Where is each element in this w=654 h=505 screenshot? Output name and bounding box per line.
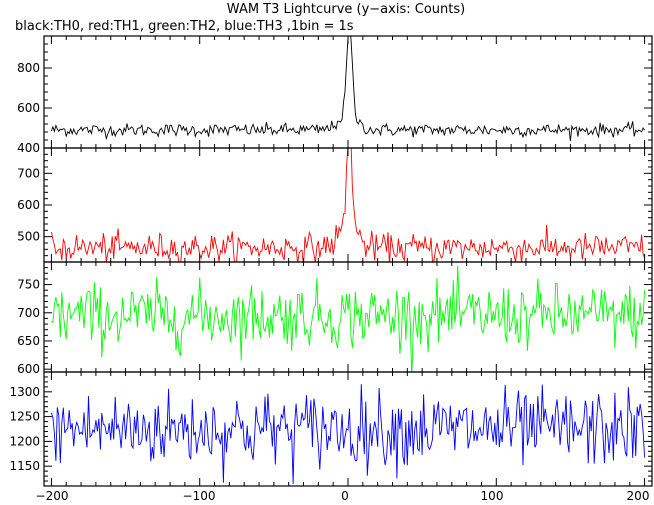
panel-th0: 400 600 800 bbox=[17, 35, 653, 155]
panels: 400 600 800 500 600 700 600 650 700 750 1150 1200 12… bbox=[9, 35, 653, 487]
chart-subtitle: black:TH0, red:TH1, green:TH2, blue:TH3 … bbox=[15, 19, 354, 34]
panel-frame bbox=[43, 147, 653, 263]
y-tick-label: 1300 bbox=[9, 385, 40, 399]
y-tick-label: 1150 bbox=[9, 459, 40, 473]
y-tick-label: 600 bbox=[17, 101, 40, 115]
y-tick-label: 700 bbox=[17, 166, 40, 180]
y-tick-label: 1250 bbox=[9, 410, 40, 424]
y-tick-label: 400 bbox=[17, 141, 40, 155]
y-tick-label: 600 bbox=[17, 362, 40, 376]
x-axis-labels: −200 −100 0 100 200 bbox=[36, 489, 650, 503]
x-tick-label: 0 bbox=[341, 489, 349, 503]
y-tick-label: 600 bbox=[17, 198, 40, 212]
chart-title: WAM T3 Lightcurve (y−axis: Counts) bbox=[227, 2, 465, 17]
x-tick-label: 100 bbox=[481, 489, 504, 503]
x-tick-label: −100 bbox=[183, 489, 216, 503]
series-line-th3 bbox=[50, 384, 646, 484]
y-tick-label: 1200 bbox=[9, 434, 40, 448]
x-tick-label: −200 bbox=[36, 489, 69, 503]
y-tick-label: 800 bbox=[17, 61, 40, 75]
y-tick-label: 650 bbox=[17, 334, 40, 348]
series-line-th2 bbox=[51, 265, 646, 372]
y-tick-label: 700 bbox=[17, 306, 40, 320]
panel-frame bbox=[43, 261, 653, 373]
y-tick-label: 500 bbox=[17, 230, 40, 244]
x-tick-label: 200 bbox=[627, 489, 650, 503]
panel-th1: 500 600 700 bbox=[17, 147, 653, 263]
panel-th2: 600 650 700 750 bbox=[17, 261, 653, 376]
panel-th3: 1150 1200 1250 1300 bbox=[9, 371, 653, 487]
series-line-th1 bbox=[50, 148, 646, 262]
y-tick-label: 750 bbox=[17, 278, 40, 292]
